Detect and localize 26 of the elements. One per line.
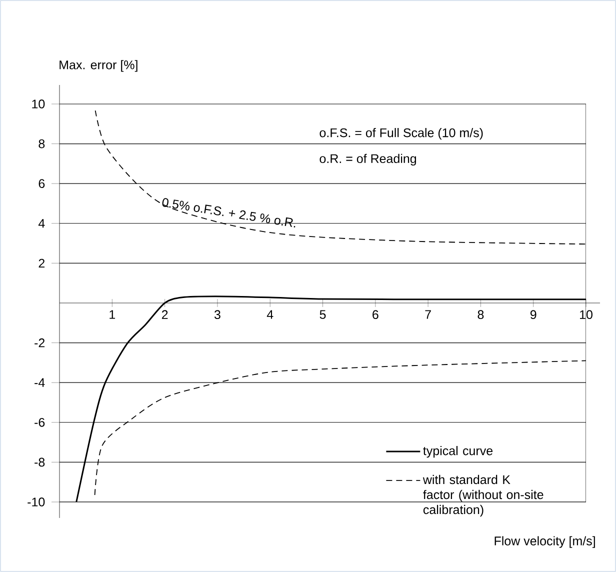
x-tick-label: 7 xyxy=(425,310,431,319)
legend-label: typical curve xyxy=(423,446,493,458)
x-tick-label: 2 xyxy=(162,310,168,319)
y-tick-label: -4 xyxy=(34,378,45,387)
y-tick-label: 4 xyxy=(38,219,45,228)
y-tick-label: -6 xyxy=(34,418,45,427)
annotation: 0.5% o.F.S. + 2.5 % o.R. xyxy=(162,198,296,228)
x-tick-label: 5 xyxy=(320,310,326,319)
y-tick-label: -2 xyxy=(34,338,45,348)
x-tick-label: 8 xyxy=(478,310,484,320)
y-tick-label: 2 xyxy=(38,258,45,268)
x-tick-label: 1 xyxy=(110,310,116,319)
x-tick-label: 3 xyxy=(214,310,220,320)
y-tick-label: 6 xyxy=(38,179,45,188)
annotation: o.R. = of Reading xyxy=(320,154,416,166)
y-tick-label: -8 xyxy=(34,458,45,467)
annotation: o.F.S. = of Full Scale (10 m/s) xyxy=(320,128,483,140)
legend-label: with standard K factor (without on-site calibration) xyxy=(422,474,544,517)
x-tick-label: 4 xyxy=(266,310,274,319)
x-tick-label: 6 xyxy=(372,310,378,320)
y-tick-label: 10 xyxy=(32,100,45,108)
y-axis-title: Max. error [%] xyxy=(60,60,138,72)
x-axis-title: Flow velocity [m/s] xyxy=(494,536,595,548)
y-tick-label: -10 xyxy=(28,498,45,506)
x-tick-label: 9 xyxy=(530,310,536,320)
y-tick-label: 8 xyxy=(38,139,45,148)
